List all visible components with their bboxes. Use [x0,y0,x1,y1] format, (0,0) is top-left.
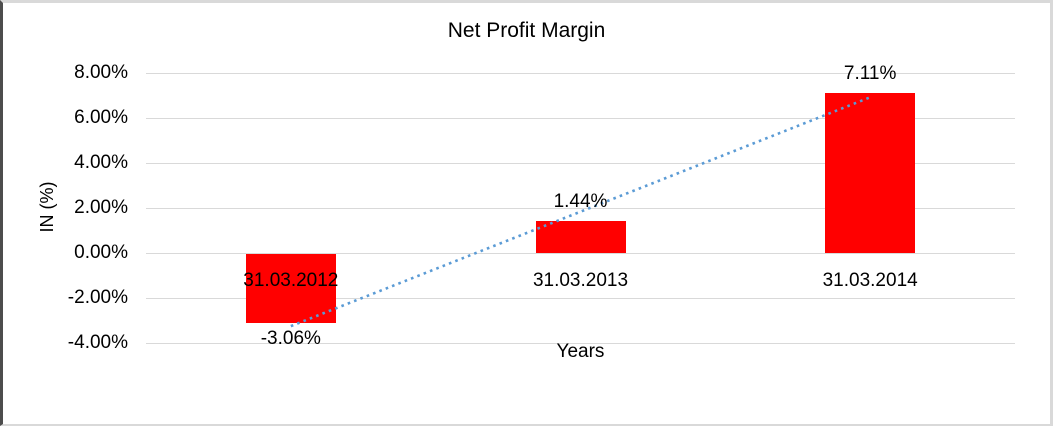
x-axis-category-label: 31.03.2013 [532,270,629,291]
y-axis-tick-label: -2.00% [67,287,128,308]
y-axis-tick-label: 6.00% [74,107,128,128]
bar-data-label: 7.11% [843,63,897,85]
y-axis-tick-label: -4.00% [67,332,128,353]
y-axis-tick-label: 2.00% [74,197,128,218]
x-axis-title: Years [556,341,605,362]
bar[interactable] [535,220,626,253]
y-axis-tick-label: 0.00% [74,242,128,263]
chart-title: Net Profit Margin [447,19,606,42]
y-axis-tick-label: 4.00% [74,152,128,173]
bar-data-label: -3.06% [260,327,321,349]
x-axis-category-label: 31.03.2014 [822,270,918,291]
bar-data-label: 1.44% [553,190,608,212]
x-axis-category-label: 31.03.2012 [243,270,339,291]
bar[interactable] [825,93,916,253]
y-axis-tick-label: 8.00% [74,62,128,83]
